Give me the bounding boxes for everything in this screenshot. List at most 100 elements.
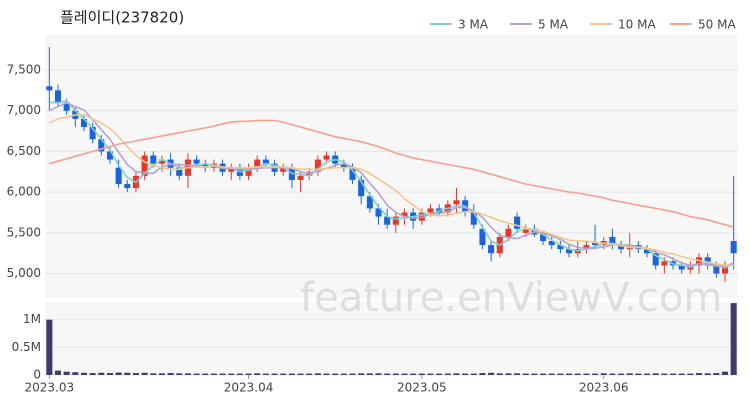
volume-bar [158, 373, 165, 375]
volume-bar [401, 373, 408, 375]
candle-body [678, 265, 685, 270]
candle-body [124, 184, 131, 189]
candle-body [366, 196, 373, 209]
x-tick-label: 2023.04 [224, 381, 274, 395]
volume-bar [574, 373, 581, 375]
legend-label: 10 MA [618, 18, 656, 32]
legend-label: 3 MA [458, 18, 489, 32]
candle-body [618, 245, 625, 250]
volume-bar [297, 373, 304, 375]
volume-bar [193, 373, 200, 375]
volume-bar [63, 371, 70, 375]
candle-body [202, 163, 209, 168]
candle-body [695, 257, 703, 266]
ma-line [48, 114, 734, 267]
x-tick-label: 2023.03 [25, 381, 75, 395]
volume-bar [652, 373, 659, 375]
volume-bar [687, 373, 694, 375]
y-tick-label: 6,000 [7, 185, 41, 199]
volume-bar [695, 373, 703, 375]
candle-body [453, 200, 460, 205]
volume-bar [583, 373, 590, 375]
volume-bar [470, 373, 477, 375]
y-tick-label: 0 [33, 368, 41, 382]
candle-body [228, 167, 235, 172]
volume-bar [115, 372, 122, 375]
candle-body [704, 257, 711, 266]
watermark: feature.enViewV.com [300, 275, 722, 321]
volume-bar [167, 373, 174, 375]
volume-bar [496, 373, 503, 375]
y-tick-label: 6,500 [7, 144, 41, 158]
volume-bar [236, 373, 243, 375]
candle-body [644, 249, 651, 254]
candle-body [384, 216, 391, 225]
x-tick-label: 2023.05 [397, 381, 447, 395]
volume-bar [366, 373, 373, 375]
candle-body [89, 127, 96, 140]
volume-bar [124, 372, 131, 375]
volume-bar [635, 373, 642, 375]
candle-body [375, 208, 382, 217]
candle-body [262, 159, 269, 164]
volume-bar [141, 372, 148, 375]
volume-bar [358, 373, 365, 375]
volume-bar [592, 373, 599, 375]
volume-bar [444, 373, 451, 375]
volume-bar [436, 373, 443, 375]
volume-bar [54, 370, 62, 375]
candle-body [479, 228, 486, 246]
candle-body [721, 265, 729, 274]
volume-bar [245, 373, 252, 375]
volume-bar [271, 373, 278, 375]
volume-bar [332, 373, 339, 375]
candle-body [652, 253, 659, 266]
candle-body [661, 261, 668, 266]
volume-bar [730, 303, 737, 375]
candle-body [340, 163, 347, 168]
chart-title: 플레이디(237820) [60, 9, 184, 27]
volume-bar [713, 373, 720, 375]
candle-body [522, 228, 529, 233]
candle-body [254, 159, 261, 168]
candle-body [505, 228, 512, 237]
x-tick-label: 2023.06 [579, 381, 629, 395]
price-panel [45, 35, 738, 298]
volume-bar [609, 373, 616, 375]
legend-label: 50 MA [698, 18, 736, 32]
candle-body [106, 151, 114, 160]
candle-body [583, 245, 590, 250]
volume-bar [280, 373, 287, 375]
candle-body [280, 167, 287, 172]
volume-bar [618, 373, 625, 375]
volume-bar [548, 373, 555, 375]
volume-bar [80, 372, 88, 375]
volume-bar [678, 373, 685, 375]
volume-bar [150, 373, 157, 375]
volume-bar [505, 373, 512, 375]
candle-body [470, 212, 477, 225]
volume-bar [704, 373, 711, 375]
volume-bar [314, 373, 321, 375]
volume-bar [89, 373, 96, 375]
candle-body [323, 155, 330, 160]
candle-body [401, 212, 408, 217]
volume-bar [600, 373, 607, 375]
volume-bar [392, 373, 399, 375]
candle-body [557, 245, 564, 250]
candle-body [713, 265, 720, 274]
volume-bar [488, 372, 495, 375]
y-tick-label: 5,500 [7, 225, 41, 239]
y-tick-label: 7,500 [7, 63, 41, 77]
volume-bar [323, 373, 330, 375]
volume-bar [184, 373, 191, 375]
legend-label: 5 MA [538, 18, 569, 32]
candle-body [115, 167, 122, 185]
volume-bar [427, 373, 434, 375]
candle-body [392, 216, 399, 225]
volume-bar [98, 372, 105, 375]
ma-line [49, 119, 734, 228]
volume-bar [557, 373, 564, 375]
candle-body [63, 102, 70, 111]
